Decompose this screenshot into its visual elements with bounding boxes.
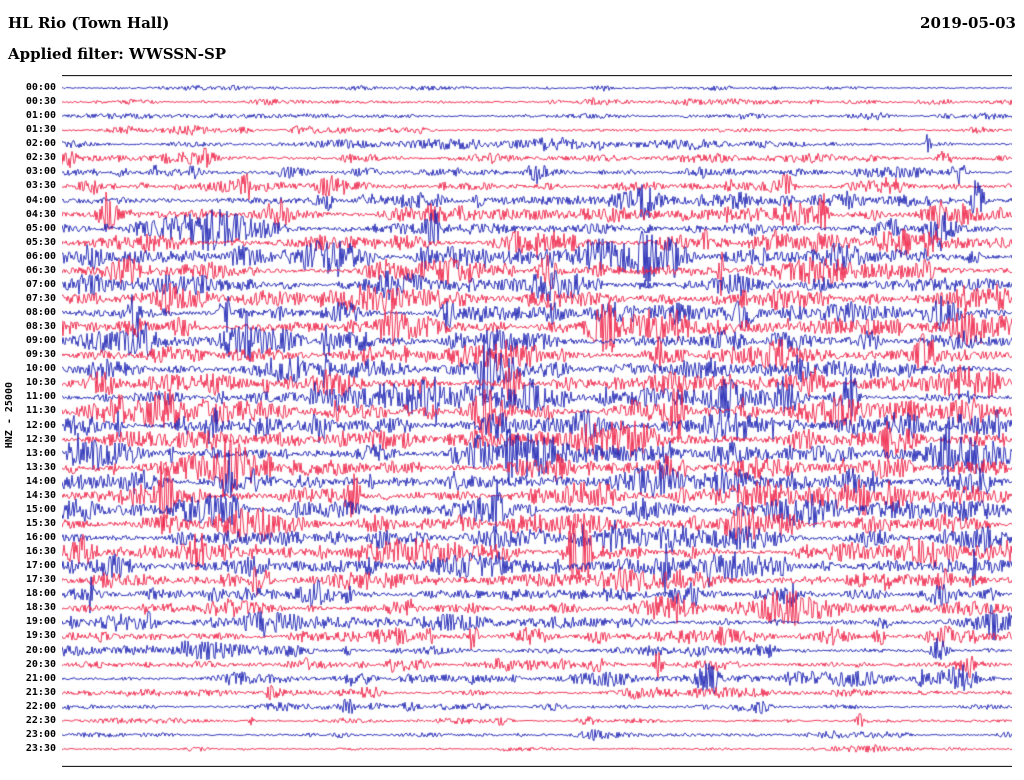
time-label: 19:00	[25, 616, 56, 628]
time-label: 12:30	[25, 433, 56, 445]
time-label: 00:00	[25, 82, 56, 93]
time-label: 02:30	[25, 152, 56, 164]
time-label: 00:30	[25, 96, 56, 108]
time-label: 11:00	[25, 391, 56, 403]
time-label: 20:00	[25, 644, 56, 656]
time-label: 14:30	[25, 489, 56, 501]
time-label: 16:30	[25, 546, 56, 558]
time-label: 17:30	[25, 574, 56, 586]
time-label: 18:00	[25, 588, 56, 600]
time-label: 14:00	[25, 475, 56, 487]
filter-label: Applied filter: WWSSN-SP	[8, 45, 227, 63]
time-label: 08:30	[25, 321, 56, 333]
time-label: 10:00	[25, 363, 56, 375]
date-label: 2019-05-03	[920, 14, 1016, 32]
time-label: 06:30	[25, 264, 56, 276]
time-label: 19:30	[25, 630, 56, 642]
time-label: 13:30	[25, 461, 56, 473]
time-label: 20:30	[25, 658, 56, 670]
time-label-column: 00:00 00:30 01:00 01:30 02:00 02:30 03:00 03:30…	[0, 0, 58, 780]
time-label: 23:00	[25, 728, 56, 740]
time-label: 09:30	[25, 349, 56, 361]
time-label: 08:00	[25, 307, 56, 319]
time-label: 16:00	[25, 532, 56, 544]
time-label: 21:30	[25, 686, 56, 698]
time-label: 18:30	[25, 602, 56, 614]
time-label: 22:30	[25, 714, 56, 726]
helicorder-canvas[interactable]	[62, 75, 1012, 767]
time-label: 09:00	[25, 335, 56, 347]
station-title: HL Rio (Town Hall)	[8, 14, 170, 32]
time-label: 12:00	[25, 419, 56, 431]
time-label: 04:00	[25, 194, 56, 206]
time-label: 21:00	[25, 672, 56, 684]
time-label: 07:00	[25, 278, 56, 290]
time-label: 15:00	[25, 503, 56, 515]
time-label: 04:30	[25, 208, 56, 220]
time-label: 03:00	[25, 166, 56, 178]
time-label: 06:00	[25, 250, 56, 262]
time-label: 03:30	[25, 180, 56, 192]
time-label: 02:00	[25, 138, 56, 150]
time-label: 22:00	[25, 700, 56, 712]
time-label: 23:30	[25, 743, 56, 754]
time-label: 01:00	[25, 110, 56, 122]
time-label: 01:30	[25, 124, 56, 136]
time-label: 17:00	[25, 560, 56, 572]
time-label: 13:00	[25, 447, 56, 459]
time-label: 15:30	[25, 517, 56, 529]
time-label: 05:00	[25, 222, 56, 234]
time-label: 07:30	[25, 292, 56, 304]
time-label: 10:30	[25, 377, 56, 389]
time-label: 11:30	[25, 405, 56, 417]
time-label: 05:30	[25, 236, 56, 248]
